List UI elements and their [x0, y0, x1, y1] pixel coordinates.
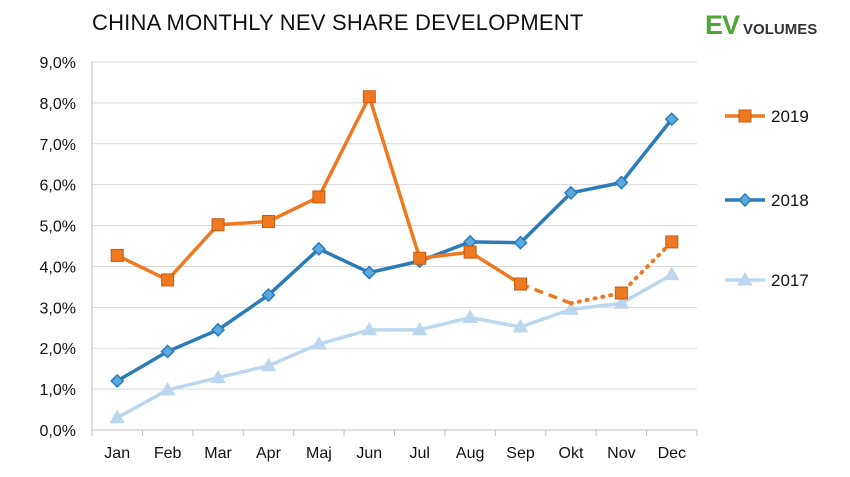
data-point-2019 — [514, 277, 528, 291]
data-point-2019 — [614, 286, 628, 300]
y-tick-label: 3,0% — [40, 300, 76, 317]
legend-item-2018: 2018 — [725, 191, 809, 210]
y-tick-label: 8,0% — [40, 96, 76, 113]
chart-legend: 2019 2018 2017 — [725, 107, 809, 290]
data-point-2018 — [563, 185, 579, 200]
x-tick-label: Jan — [104, 445, 130, 462]
data-point-2019 — [161, 273, 175, 287]
x-tick-label: Apr — [256, 445, 282, 462]
legend-marker — [737, 192, 753, 208]
data-point-2018 — [110, 373, 125, 388]
chart-grid — [92, 61, 697, 390]
chart-series — [109, 90, 680, 424]
y-tick-label: 7,0% — [40, 137, 76, 154]
x-tick-label: Dec — [658, 445, 686, 462]
data-point-2017 — [563, 301, 579, 315]
legend-item-2019: 2019 — [725, 107, 809, 126]
x-tick-label: Jun — [356, 445, 382, 462]
data-point-2017 — [210, 369, 226, 384]
data-point-2017 — [311, 336, 327, 350]
x-tick-label: Nov — [607, 445, 635, 462]
data-point-2019 — [463, 245, 477, 259]
data-point-2017 — [109, 409, 126, 424]
x-tick-label: Okt — [559, 445, 584, 462]
y-tick-label: 0,0% — [40, 423, 76, 440]
x-tick-label: Maj — [306, 445, 332, 462]
legend-item-2017: 2017 — [725, 271, 809, 290]
logo-ev: EV — [705, 10, 740, 40]
legend-label: 2019 — [771, 107, 809, 126]
series-line-2019 — [116, 95, 522, 286]
y-tick-label: 1,0% — [40, 382, 76, 399]
logo-volumes: VOLUMES — [743, 21, 818, 38]
data-point-2017 — [260, 357, 277, 372]
data-point-2017 — [462, 309, 478, 324]
series-line-estimate-2019 — [519, 282, 572, 305]
data-point-2018 — [261, 288, 276, 303]
data-point-2019 — [211, 218, 225, 232]
data-point-2018 — [210, 322, 226, 337]
legend-marker — [737, 272, 753, 286]
legend-label: 2018 — [771, 191, 809, 210]
x-tick-label: Mar — [204, 445, 232, 462]
ev-volumes-logo: EV VOLUMES — [705, 10, 817, 41]
data-point-2017 — [411, 321, 428, 336]
data-point-2017 — [159, 381, 176, 396]
data-point-2019 — [665, 235, 679, 249]
data-point-2018 — [513, 235, 528, 250]
series-line-2017 — [116, 273, 673, 420]
data-point-2017 — [512, 318, 529, 333]
y-tick-label: 4,0% — [40, 259, 76, 276]
chart-title: CHINA MONTHLY NEV SHARE DEVELOPMENT — [92, 10, 584, 35]
y-tick-label: 5,0% — [40, 219, 76, 236]
data-point-2019 — [110, 248, 124, 262]
data-point-2018 — [664, 112, 679, 127]
data-point-2017 — [663, 266, 680, 281]
series-line-forecast-2019 — [568, 239, 674, 306]
series-2019 — [110, 90, 679, 306]
data-point-2017 — [361, 321, 378, 336]
data-point-2019 — [312, 190, 326, 204]
data-point-2018 — [614, 175, 629, 190]
x-tick-label: Jul — [409, 445, 429, 462]
data-point-2018 — [160, 344, 175, 359]
data-point-2018 — [311, 241, 326, 256]
data-point-2019 — [362, 90, 376, 104]
y-tick-label: 9,0% — [40, 55, 76, 72]
data-point-2017 — [613, 295, 630, 309]
series-line-2018 — [116, 118, 674, 383]
chart-axes: 0,0% 1,0% 2,0% 3,0% 4,0% 5,0% 6,0% 7,0% 8,0% 9,0%… — [40, 55, 698, 462]
x-tick-label: Aug — [456, 445, 484, 462]
x-tick-label: Sep — [506, 445, 535, 462]
y-tick-label: 2,0% — [40, 341, 76, 358]
data-point-2019 — [413, 251, 427, 265]
y-tick-label: 6,0% — [40, 178, 76, 195]
x-tick-label: Feb — [154, 445, 182, 462]
data-point-2019 — [261, 214, 275, 228]
series-2018 — [110, 112, 679, 388]
data-point-2018 — [362, 265, 377, 280]
legend-marker — [738, 109, 752, 123]
series-2017 — [109, 266, 680, 424]
legend-label: 2017 — [771, 271, 809, 290]
